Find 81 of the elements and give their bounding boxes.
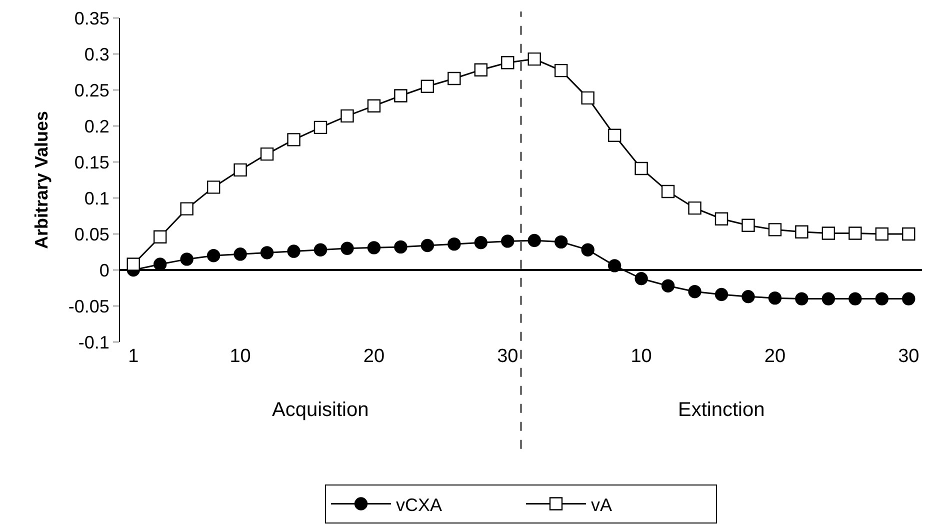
point bbox=[902, 292, 916, 306]
point bbox=[634, 272, 648, 286]
x-tick-label: 30 bbox=[898, 346, 920, 367]
legend-label: vCXA bbox=[396, 494, 442, 515]
x-tick-label: 10 bbox=[630, 346, 652, 367]
point bbox=[501, 234, 514, 248]
point bbox=[795, 292, 808, 306]
x-tick-label: 20 bbox=[363, 346, 385, 367]
y-axis-title: Arbitrary Values bbox=[32, 110, 52, 250]
point bbox=[848, 226, 862, 240]
point bbox=[528, 52, 541, 66]
y-tick-label: 0.15 bbox=[74, 152, 110, 172]
point bbox=[420, 80, 434, 93]
point bbox=[608, 259, 622, 272]
point bbox=[474, 236, 488, 250]
point bbox=[688, 201, 702, 215]
point bbox=[448, 237, 461, 251]
point bbox=[394, 89, 408, 102]
point bbox=[902, 227, 916, 241]
point bbox=[714, 288, 728, 302]
point bbox=[420, 238, 434, 252]
text: Extinction bbox=[678, 399, 765, 421]
point bbox=[206, 249, 220, 262]
point bbox=[875, 227, 888, 241]
point bbox=[367, 99, 381, 112]
x-tick-label: 30 bbox=[497, 346, 518, 367]
y-tick-label: 0.05 bbox=[74, 224, 110, 244]
legend-label: vA bbox=[591, 494, 612, 515]
x-tick-label: 20 bbox=[764, 346, 786, 367]
point bbox=[448, 72, 461, 86]
point bbox=[154, 258, 167, 271]
point bbox=[154, 230, 167, 244]
point bbox=[714, 212, 728, 226]
point bbox=[287, 244, 300, 258]
point bbox=[822, 292, 836, 306]
point bbox=[822, 226, 836, 240]
point bbox=[394, 240, 408, 254]
y-tick-label: 0.1 bbox=[84, 188, 110, 208]
point bbox=[795, 225, 808, 238]
point bbox=[742, 290, 755, 304]
point bbox=[206, 180, 220, 194]
point bbox=[180, 202, 194, 216]
point bbox=[581, 243, 594, 256]
point bbox=[554, 64, 568, 78]
point bbox=[688, 285, 702, 298]
point bbox=[314, 243, 328, 256]
point bbox=[768, 223, 782, 236]
x-tick-label: 1 bbox=[128, 346, 139, 367]
point bbox=[581, 91, 594, 105]
y-tick-label: -0.1 bbox=[78, 332, 110, 352]
y-tick-label: 0.25 bbox=[74, 80, 110, 100]
point bbox=[367, 241, 381, 254]
point bbox=[661, 184, 675, 198]
point bbox=[742, 218, 755, 232]
point bbox=[340, 242, 354, 255]
point bbox=[848, 292, 862, 306]
point bbox=[234, 248, 247, 261]
point bbox=[768, 291, 782, 305]
y-tick-label: 0 bbox=[99, 260, 110, 280]
point bbox=[501, 56, 514, 70]
point bbox=[180, 252, 194, 266]
point bbox=[474, 63, 488, 76]
x-tick-label: 10 bbox=[230, 346, 251, 367]
y-tick-label: 0.3 bbox=[84, 44, 110, 64]
point bbox=[234, 163, 247, 177]
y-tick-label: 0.2 bbox=[84, 116, 110, 136]
point bbox=[260, 147, 274, 161]
point bbox=[608, 128, 622, 142]
point bbox=[554, 235, 568, 249]
point bbox=[340, 109, 354, 123]
point bbox=[634, 162, 648, 176]
text: Acquisition bbox=[272, 399, 369, 421]
y-tick-label: 0.35 bbox=[74, 8, 110, 28]
point bbox=[528, 234, 541, 248]
point bbox=[260, 246, 274, 260]
point bbox=[287, 133, 300, 146]
y-tick-label: -0.05 bbox=[68, 296, 110, 316]
point bbox=[661, 279, 675, 292]
point bbox=[126, 258, 140, 271]
point bbox=[314, 120, 328, 134]
point bbox=[875, 292, 888, 306]
